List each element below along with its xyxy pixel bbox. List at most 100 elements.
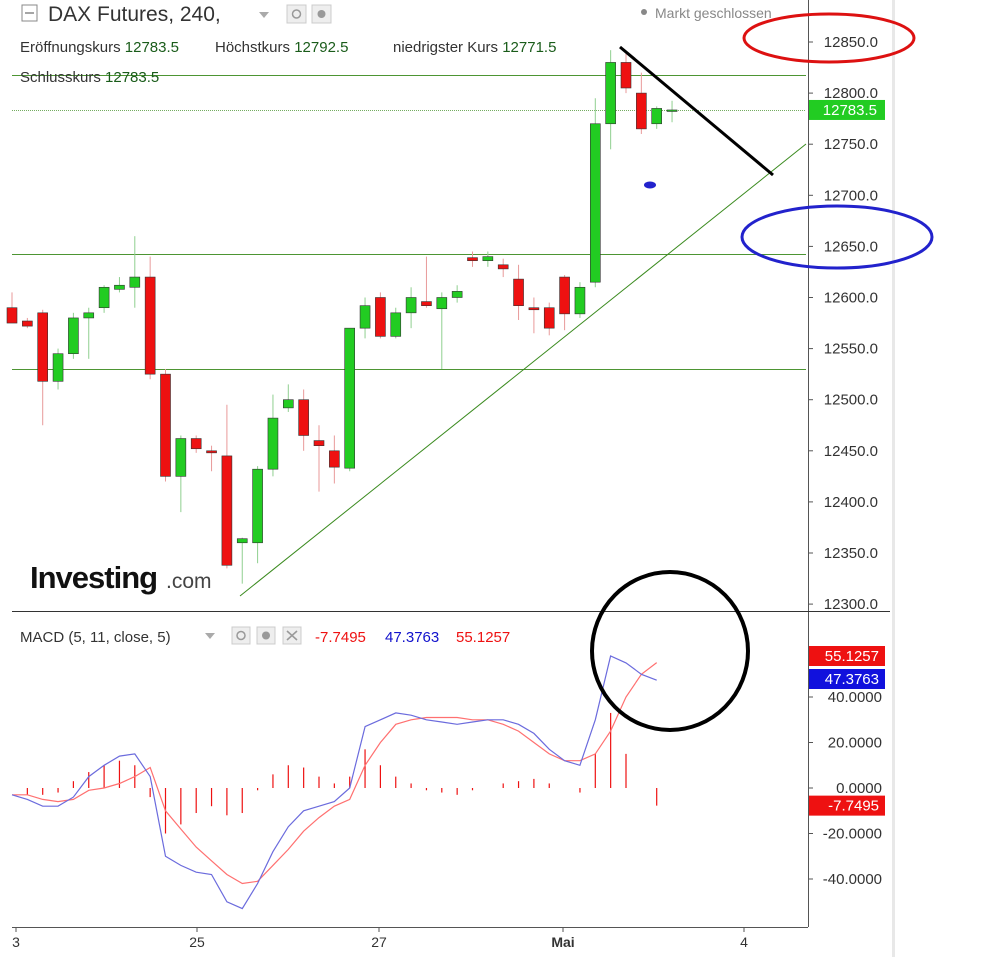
candle-body (666, 109, 678, 112)
status-dot-icon (641, 9, 647, 15)
candle (528, 297, 540, 334)
candle (405, 287, 417, 329)
macd-tick-label: 0.0000 (836, 780, 882, 797)
macd-tick-label: 20.0000 (828, 735, 882, 752)
black-circle-marker (590, 570, 750, 732)
candle-body (620, 62, 632, 89)
candle-body (221, 455, 233, 566)
candle (267, 394, 279, 477)
macd-hist-value: -7.7495 (315, 629, 366, 646)
candle-body (636, 92, 647, 130)
macd-tick-label: -20.0000 (823, 826, 882, 843)
candle (68, 312, 79, 359)
candle-body (528, 307, 540, 311)
ohlc-item: Schlusskurs 12783.5 (20, 69, 159, 86)
candle (98, 285, 110, 313)
candle (175, 435, 187, 513)
candle (497, 258, 509, 278)
candle (160, 369, 171, 482)
candle-body (98, 286, 110, 309)
price-tick-label: 12350.0 (824, 545, 878, 562)
price-tick-label: 12700.0 (824, 187, 878, 204)
candle-body (6, 307, 18, 324)
candle (620, 52, 632, 94)
last-price-label: 12783.5 (823, 102, 877, 119)
candle-body (313, 440, 325, 446)
eye-icon[interactable] (286, 4, 307, 24)
candle (129, 236, 141, 308)
candle (390, 307, 402, 339)
ohlc-item: Eröffnungskurs 12783.5 (20, 39, 179, 56)
candle-body (436, 297, 448, 310)
candle (574, 282, 586, 318)
candle (589, 98, 601, 288)
candle (282, 384, 294, 412)
macd-value-tag (809, 669, 885, 689)
candle-body (651, 108, 663, 125)
price-tick-label: 12600.0 (824, 290, 878, 307)
macd-label: MACD (5, 11, close, 5) (20, 629, 171, 646)
chart-header: DAX Futures, 240, Markt geschlossen Eröf… (20, 3, 772, 86)
blue-dot-marker (644, 181, 656, 189)
support-trendline (239, 143, 807, 597)
candle-body (282, 399, 294, 409)
candle (467, 251, 478, 267)
candle (37, 309, 49, 426)
candle-body (37, 312, 49, 382)
price-tick-label: 12550.0 (824, 341, 878, 358)
histogram-value-tag (809, 795, 885, 816)
candle (329, 435, 340, 484)
red-ellipse-marker (742, 12, 916, 64)
candle-body (605, 62, 616, 125)
candle (52, 348, 64, 390)
candle-body (543, 307, 555, 329)
eye-icon[interactable] (231, 626, 251, 645)
price-tick-label: 12800.0 (824, 85, 878, 102)
candle (651, 106, 663, 129)
candle-body (144, 276, 156, 375)
collapse-icon[interactable] (21, 4, 38, 22)
candle-body (497, 264, 509, 270)
candle (543, 302, 555, 336)
candle (83, 307, 95, 359)
macd-value-tag-label: 47.3763 (825, 671, 879, 688)
macd-tick-label: -40.0000 (823, 871, 882, 888)
candle (559, 275, 570, 331)
candle-body (160, 373, 171, 477)
market-status: Markt geschlossen (655, 5, 772, 21)
candle-body (129, 276, 141, 288)
candle (114, 277, 125, 293)
signal-value-tag-label: 55.1257 (825, 648, 879, 665)
scrollbar-track[interactable] (892, 0, 895, 957)
price-tick-label: 12500.0 (824, 392, 878, 409)
chevron-down-icon[interactable] (205, 633, 215, 639)
candle-body (405, 297, 417, 314)
candle (344, 327, 356, 472)
candle-body (52, 353, 64, 382)
time-tick-label: 25 (189, 934, 205, 950)
candle (206, 445, 217, 472)
candle (482, 251, 494, 267)
candle (605, 50, 616, 150)
candle-body (190, 438, 202, 450)
time-tick-label: 3 (12, 934, 20, 950)
candle-body (22, 320, 33, 327)
resistance-trendline (619, 45, 774, 177)
candle-body (467, 257, 478, 262)
candle (666, 100, 678, 123)
histogram-value-tag-label: -7.7495 (828, 798, 879, 815)
candle (144, 256, 156, 380)
candle-body (451, 291, 463, 298)
candle (636, 72, 647, 134)
candle-body (589, 123, 601, 283)
candle-body (390, 312, 402, 337)
candle-body (329, 450, 340, 468)
last-price-tag (809, 99, 885, 120)
candle-body (236, 538, 248, 544)
candle-body (68, 317, 79, 355)
candle (313, 425, 325, 492)
chevron-down-icon[interactable] (259, 12, 269, 18)
candle (236, 537, 248, 584)
candle (22, 317, 33, 329)
